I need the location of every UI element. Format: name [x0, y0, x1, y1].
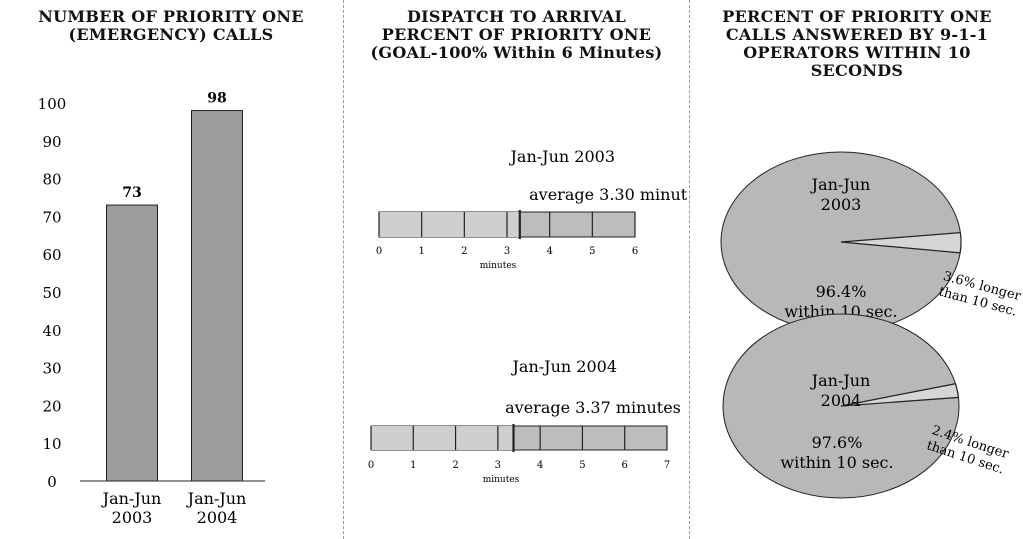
bar-chart: 010203040506070809010073Jan-Jun200398Jan…: [38, 91, 265, 527]
x-category-label: 2003: [112, 508, 153, 527]
scale-tick-label: 1: [410, 460, 416, 471]
scale-tick-label: 4: [537, 460, 543, 471]
title-line: DISPATCH TO ARRIVAL: [406, 7, 627, 26]
y-tick-label: 60: [42, 246, 61, 264]
period-label: Jan-Jun 2004: [511, 357, 618, 376]
pie-period-label: 2004: [821, 391, 862, 410]
pie-main-label: within 10 sec.: [780, 453, 893, 472]
time-scale-chart: Jan-Jun 2003 average 3.30 minutes 0 1 2 3 4 5 6 m…: [368, 147, 688, 485]
pie-period-label: 2003: [821, 195, 862, 214]
pie-period-label: Jan-Jun: [810, 175, 871, 194]
scale-tick-label: 7: [664, 460, 670, 471]
y-tick-label: 70: [42, 208, 61, 226]
period-label: Jan-Jun 2003: [509, 147, 616, 166]
average-label: average 3.30 minutes: [529, 185, 688, 204]
y-tick-label: 40: [42, 322, 61, 340]
x-category-label: 2004: [197, 508, 238, 527]
scale-tick-label: 2: [452, 460, 458, 471]
scale-tick-label: 5: [579, 460, 585, 471]
x-category-label: Jan-Jun: [101, 489, 162, 508]
panel-dispatch-arrival: DISPATCH TO ARRIVAL PERCENT OF PRIORITY …: [345, 0, 688, 539]
panel-priority-calls: NUMBER OF PRIORITY ONE (EMERGENCY) CALLS…: [0, 0, 342, 539]
scale-tick-label: 4: [546, 246, 552, 257]
scale-tick-label: 5: [589, 246, 595, 257]
y-tick-label: 80: [42, 171, 61, 189]
x-category-label: Jan-Jun: [186, 489, 247, 508]
scale-tick-label: 1: [418, 246, 424, 257]
pie-main-label: 96.4%: [816, 282, 867, 301]
panel-divider: [689, 0, 690, 539]
average-fill: [371, 426, 514, 450]
average-fill: [379, 212, 520, 237]
title-line: SECONDS: [810, 61, 904, 80]
bar-value-label: 98: [207, 91, 226, 107]
scale-unit-label: minutes: [480, 261, 517, 271]
bar-value-label: 73: [122, 185, 141, 201]
scale-unit-label: minutes: [483, 475, 520, 485]
scale-tick-label: 3: [495, 460, 501, 471]
panel-911-answer: PERCENT OF PRIORITY ONE CALLS ANSWERED B…: [691, 0, 1023, 539]
y-tick-label: 10: [42, 435, 61, 453]
title-line: (GOAL-100% Within 6 Minutes): [370, 43, 663, 62]
title-line: OPERATORS WITHIN 10: [743, 43, 971, 62]
bar: [191, 110, 243, 482]
bar: [106, 204, 158, 482]
title-line: PERCENT OF PRIORITY ONE: [722, 7, 992, 26]
title-line: (EMERGENCY) CALLS: [68, 25, 274, 44]
pie-period-label: Jan-Jun: [810, 371, 871, 390]
scale-tick-label: 6: [632, 246, 638, 257]
scale-tick-label: 0: [376, 246, 382, 257]
y-tick-label: 50: [42, 284, 61, 302]
panel-divider: [343, 0, 344, 539]
scale-tick-label: 2: [461, 246, 467, 257]
panel-title: NUMBER OF PRIORITY ONE (EMERGENCY) CALLS: [0, 8, 342, 44]
title-line: NUMBER OF PRIORITY ONE: [38, 7, 304, 26]
y-tick-label: 100: [38, 95, 67, 113]
title-line: PERCENT OF PRIORITY ONE: [381, 25, 652, 44]
pie-slice: [840, 231, 962, 254]
y-tick-label: 90: [42, 133, 61, 151]
pie-main-label: 97.6%: [812, 433, 863, 452]
title-line: CALLS ANSWERED BY 9-1-1: [725, 25, 989, 44]
pie-slice: [840, 383, 960, 407]
scale-tick-label: 0: [368, 460, 374, 471]
panel-title: PERCENT OF PRIORITY ONE CALLS ANSWERED B…: [691, 8, 1023, 80]
y-tick-label: 20: [42, 397, 61, 415]
average-label: average 3.37 minutes: [505, 398, 681, 417]
scale-tick-label: 6: [622, 460, 628, 471]
y-tick-label: 0: [47, 473, 57, 491]
scale-tick-label: 3: [504, 246, 510, 257]
panel-title: DISPATCH TO ARRIVAL PERCENT OF PRIORITY …: [345, 8, 688, 62]
y-tick-label: 30: [42, 360, 61, 378]
